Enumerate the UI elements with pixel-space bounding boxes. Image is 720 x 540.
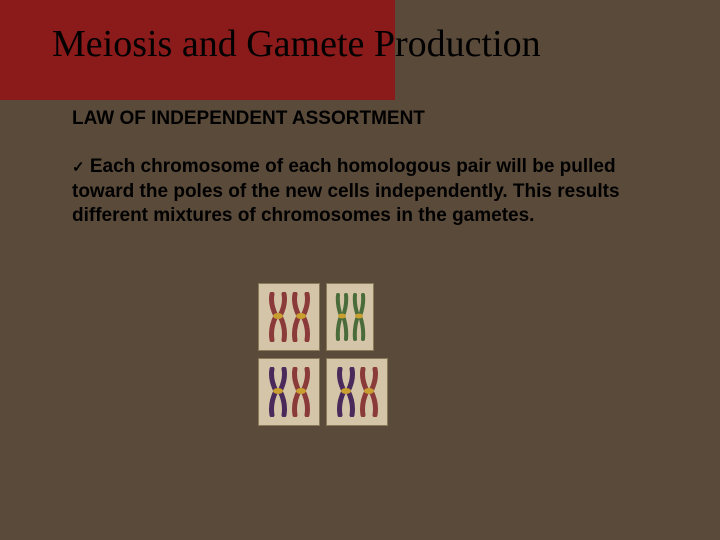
chromosome-icon [359,367,379,417]
body-paragraph: Each chromosome of each homologous pair … [72,156,620,226]
chromosome-panel [326,283,374,351]
chromosome-panel [258,358,320,426]
chromosome-icon [268,367,288,417]
chromosome-icon [336,367,356,417]
chromosome-icon [291,367,311,417]
chromosome-icon [352,293,366,341]
chromosome-panel [326,358,388,426]
chromosome-panel [258,283,320,351]
check-icon: ✓ [72,159,85,176]
chromosome-icon [291,292,311,342]
slide-title: Meiosis and Gamete Production [52,22,541,66]
chromosome-row-2 [258,358,388,426]
slide-subtitle: LAW OF INDEPENDENT ASSORTMENT [72,108,425,130]
chromosome-row-1 [258,283,374,351]
slide-body: ✓ Each chromosome of each homologous pai… [72,155,662,229]
chromosome-icon [335,293,349,341]
chromosome-icon [268,292,288,342]
